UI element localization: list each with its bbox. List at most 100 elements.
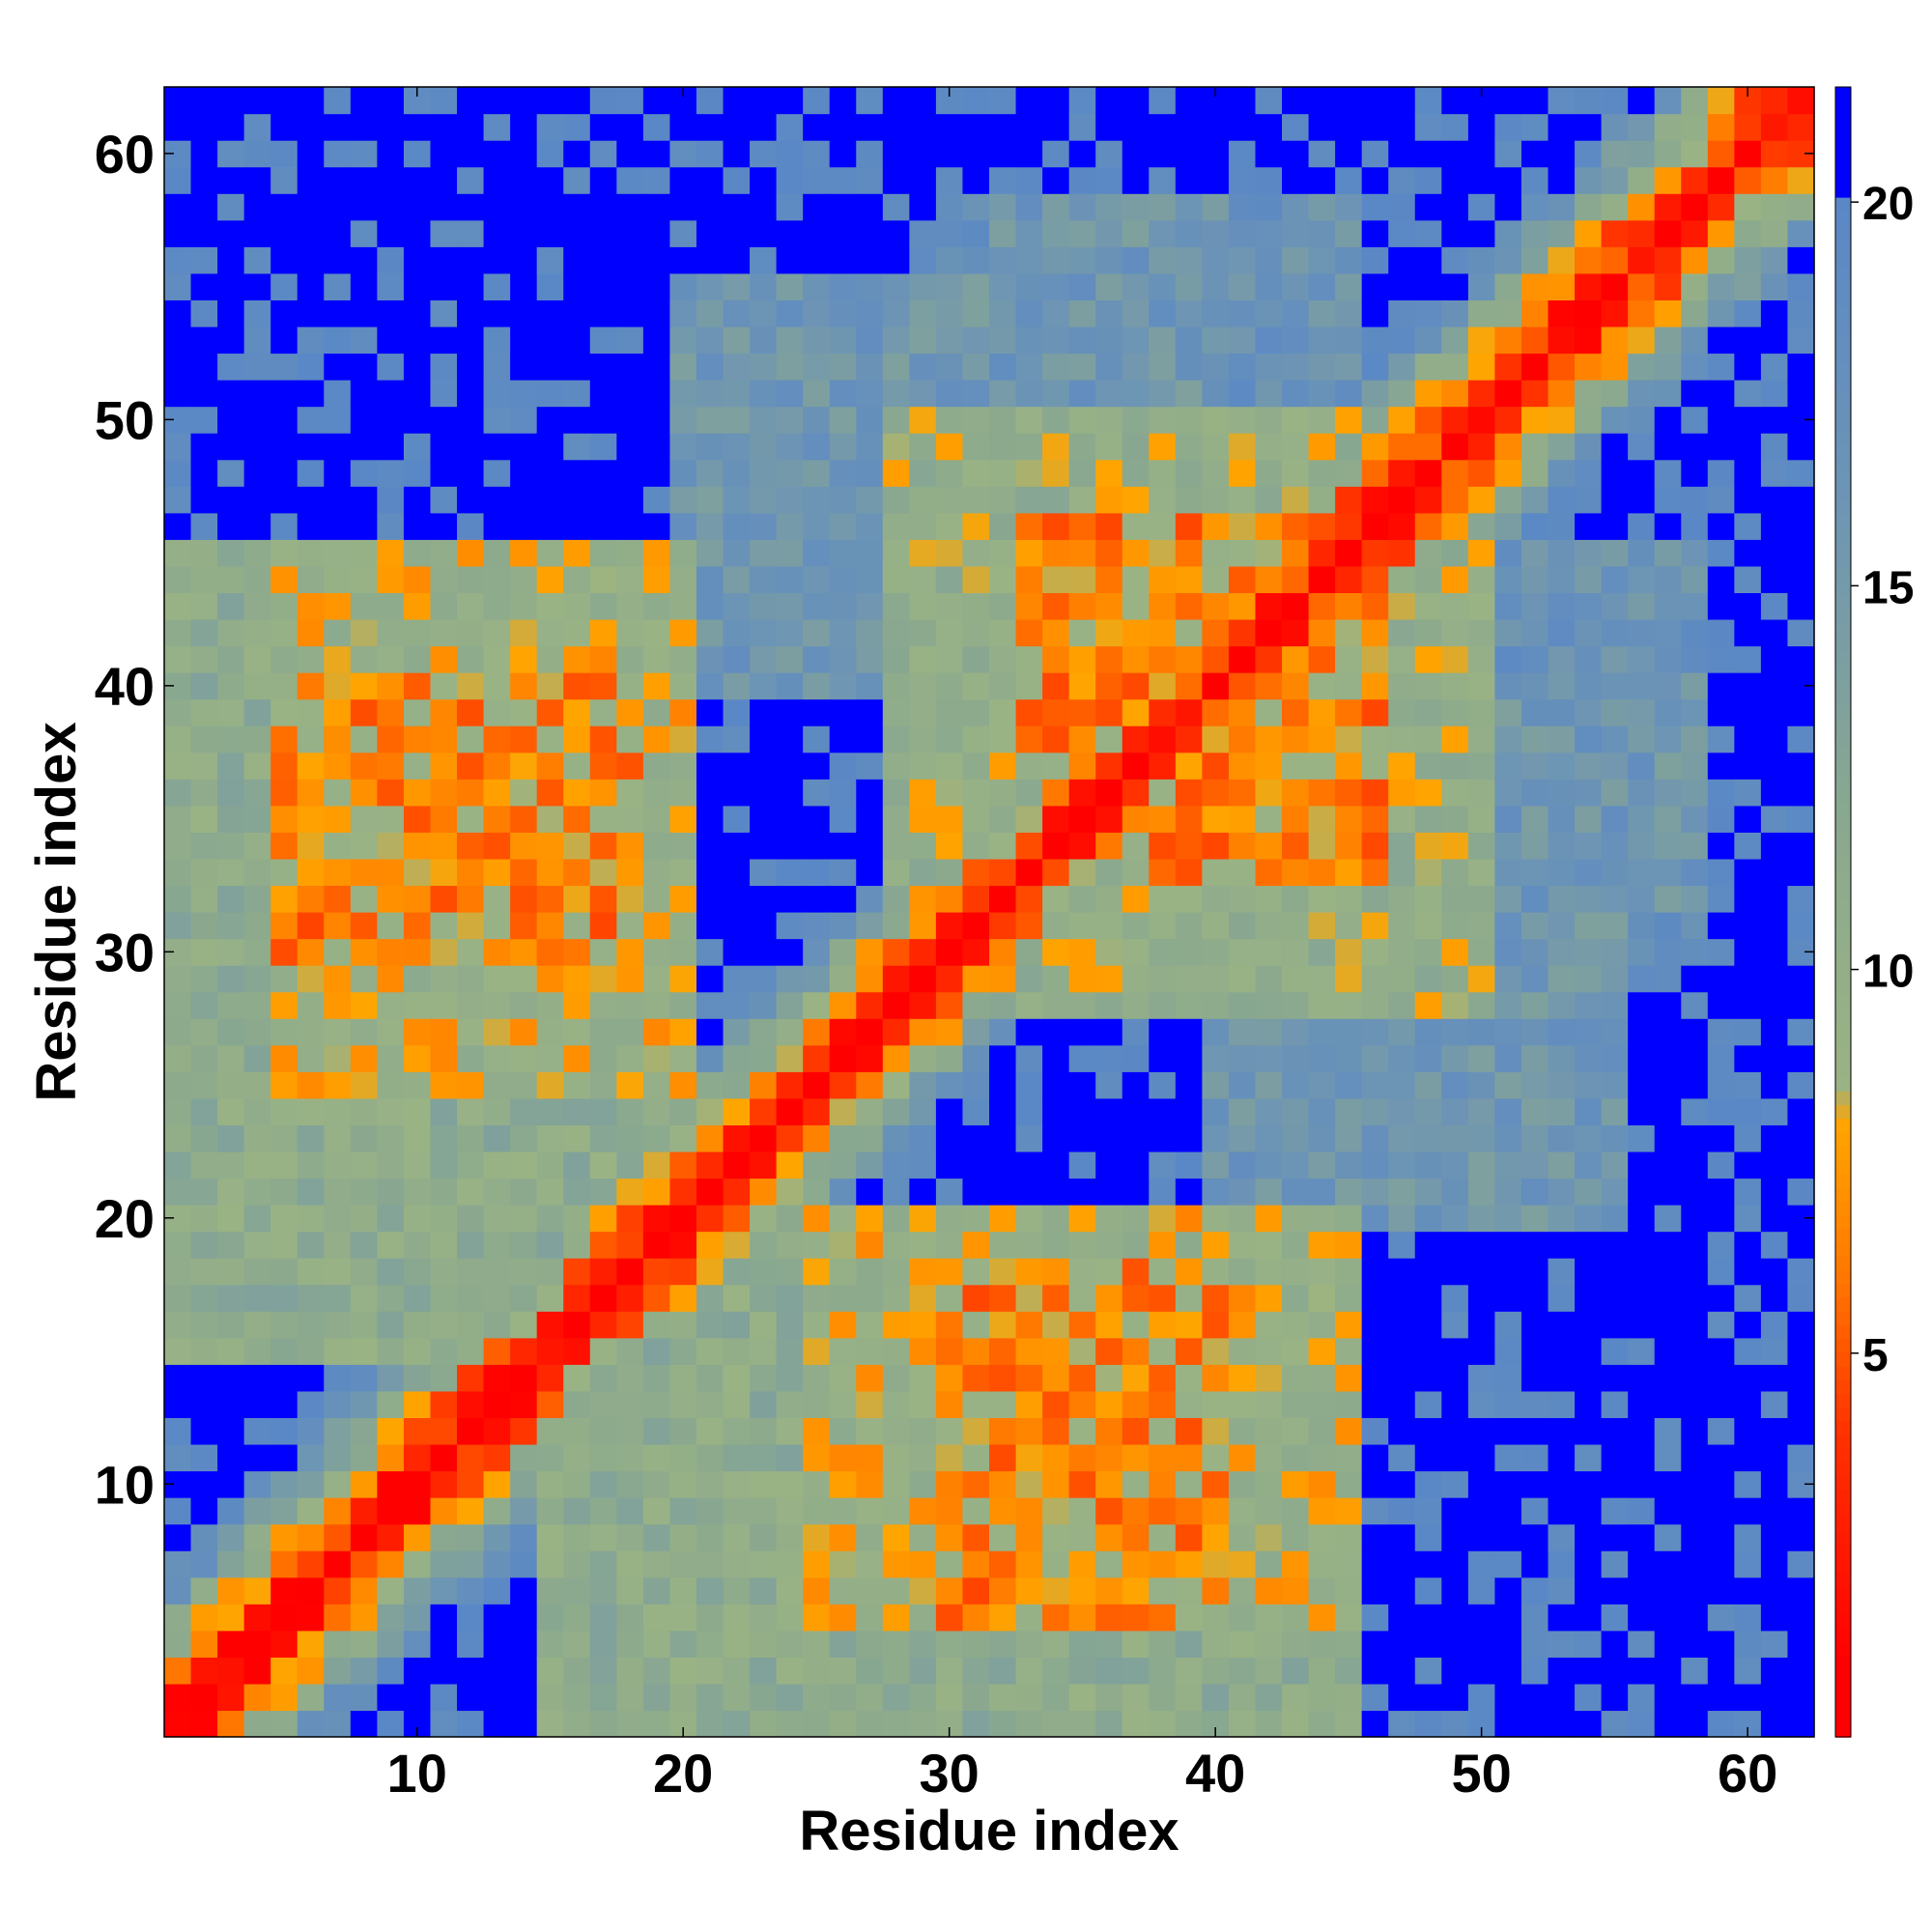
heatmap-cell: [190, 1550, 218, 1578]
heatmap-cell: [483, 406, 511, 434]
colorbar-segment: [1835, 389, 1851, 405]
colorbar-segment: [1835, 1378, 1851, 1394]
heatmap-cell: [563, 486, 591, 514]
heatmap-cell: [829, 459, 857, 487]
heatmap-cell: [1734, 885, 1762, 913]
heatmap-cell: [750, 1205, 778, 1233]
heatmap-cell: [882, 406, 910, 434]
heatmap-cell: [1335, 326, 1363, 355]
heatmap-cell: [563, 193, 591, 221]
heatmap-cell: [1628, 1018, 1656, 1046]
heatmap-cell: [935, 832, 964, 860]
heatmap-cell: [1228, 1497, 1257, 1525]
heatmap-cell: [1681, 912, 1709, 940]
heatmap-cell: [1388, 1443, 1416, 1472]
heatmap-cell: [1122, 87, 1150, 115]
heatmap-cell: [1388, 1683, 1416, 1712]
heatmap-cell: [1175, 1710, 1203, 1738]
heatmap-cell: [1282, 219, 1310, 247]
heatmap-cell: [377, 1151, 405, 1179]
heatmap-cell: [723, 1577, 751, 1605]
heatmap-cell: [1361, 1657, 1389, 1685]
heatmap-cell: [989, 672, 1017, 700]
heatmap-cell: [989, 1258, 1017, 1286]
heatmap-cell: [217, 1205, 245, 1233]
heatmap-cell: [696, 1071, 724, 1099]
heatmap-cell: [1255, 1018, 1283, 1046]
heatmap-cell: [1015, 1417, 1043, 1445]
heatmap-cell: [882, 965, 910, 993]
heatmap-cell: [909, 1097, 937, 1125]
heatmap-cell: [1095, 1231, 1123, 1259]
heatmap-cell: [324, 1205, 352, 1233]
heatmap-cell: [1760, 486, 1789, 514]
heatmap-cell: [829, 1417, 857, 1445]
heatmap-cell: [803, 698, 831, 726]
heatmap-cells: [164, 87, 1815, 1738]
heatmap-cell: [1787, 858, 1815, 887]
heatmap-cell: [270, 618, 298, 647]
heatmap-cell: [856, 1151, 884, 1179]
heatmap-cell: [164, 1044, 192, 1072]
heatmap-cell: [403, 725, 432, 753]
heatmap-cell: [935, 433, 964, 461]
heatmap-cell: [962, 565, 990, 594]
heatmap-cell: [1308, 1018, 1336, 1046]
heatmap-cell: [669, 1284, 697, 1312]
heatmap-cell: [1149, 87, 1177, 115]
heatmap-cell: [1068, 1364, 1096, 1392]
heatmap-cell: [882, 1337, 910, 1365]
heatmap-cell: [882, 565, 910, 594]
heatmap-cell: [1734, 1657, 1762, 1685]
heatmap-cell: [962, 1231, 990, 1259]
heatmap-cell: [1681, 272, 1709, 300]
heatmap-cell: [1015, 725, 1043, 753]
heatmap-cell: [882, 725, 910, 753]
heatmap-cell: [1734, 1178, 1762, 1206]
heatmap-cell: [1520, 1124, 1549, 1152]
heatmap-cell: [882, 1018, 910, 1046]
heatmap-cell: [1441, 193, 1469, 221]
heatmap-cell: [1520, 1470, 1549, 1498]
heatmap-cell: [1122, 433, 1150, 461]
heatmap-cell: [563, 912, 591, 940]
heatmap-cell: [696, 512, 724, 540]
heatmap-cell: [1149, 858, 1177, 887]
heatmap-cell: [377, 1657, 405, 1685]
heatmap-cell: [669, 1337, 697, 1365]
heatmap-cell: [776, 752, 804, 780]
heatmap-cell: [616, 1124, 644, 1152]
heatmap-cell: [297, 512, 325, 540]
heatmap-cell: [1441, 965, 1469, 993]
heatmap-cell: [164, 166, 192, 194]
heatmap-cell: [1308, 965, 1336, 993]
heatmap-cell: [1335, 193, 1363, 221]
heatmap-cell: [1042, 938, 1070, 966]
heatmap-cell: [1015, 965, 1043, 993]
heatmap-cell: [403, 512, 432, 540]
heatmap-cell: [1707, 592, 1735, 620]
heatmap-cell: [962, 1390, 990, 1419]
heatmap-cell: [723, 246, 751, 274]
colorbar-frame: [1834, 86, 1852, 1738]
heatmap-cell: [510, 858, 538, 887]
heatmap-cell: [483, 805, 511, 833]
colorbar-segment: [1835, 664, 1851, 679]
heatmap-cell: [1575, 380, 1603, 408]
heatmap-cell: [1282, 1470, 1310, 1498]
heatmap-cell: [1601, 1044, 1629, 1072]
heatmap-cell: [696, 406, 724, 434]
heatmap-cell: [962, 1151, 990, 1179]
heatmap-cell: [510, 1205, 538, 1233]
heatmap-cell: [1282, 1657, 1310, 1685]
heatmap-cell: [164, 698, 192, 726]
heatmap-cell: [723, 512, 751, 540]
heatmap-cell: [350, 912, 378, 940]
heatmap-cell: [750, 1124, 778, 1152]
heatmap-cell: [563, 272, 591, 300]
heatmap-cell: [324, 1604, 352, 1632]
heatmap-cell: [1494, 1071, 1522, 1099]
heatmap-cell: [669, 725, 697, 753]
heatmap-cell: [989, 1577, 1017, 1605]
heatmap-cell: [1707, 1550, 1735, 1578]
